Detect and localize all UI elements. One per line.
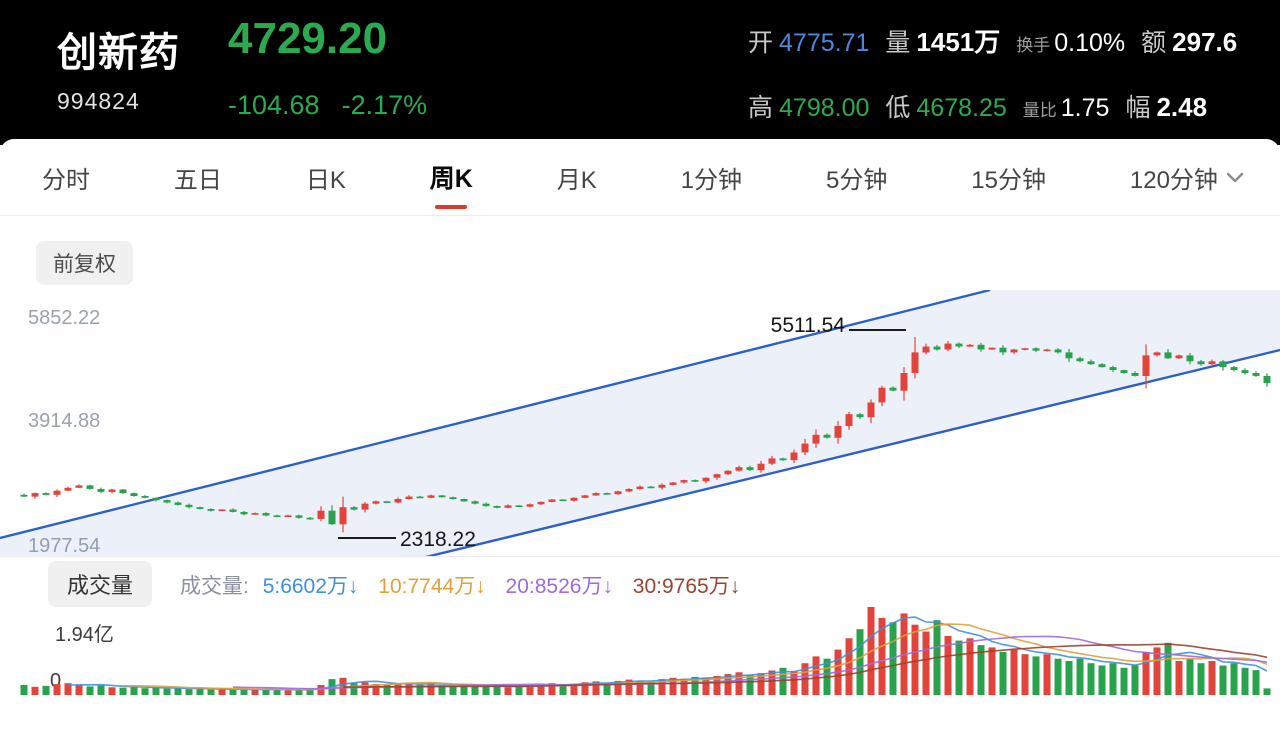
amplitude-value: 2.48 xyxy=(1156,92,1208,122)
open-label: 开 xyxy=(748,29,774,57)
price-change: -104.68 xyxy=(228,90,320,120)
amount-label: 额 xyxy=(1141,29,1167,57)
price-axis-label-bottom: 1977.54 xyxy=(28,535,100,558)
volume-chart[interactable] xyxy=(0,597,1280,697)
chevron-down-icon[interactable] xyxy=(1226,172,1244,183)
price-change-row: -104.68 -2.17% xyxy=(228,90,449,121)
volume-ratio-label: 量比 xyxy=(1022,101,1057,120)
volume-value: 1451万 xyxy=(916,27,1001,57)
stock-code: 994824 xyxy=(57,88,140,114)
high-label: 高 xyxy=(748,94,774,122)
tab-weekly-k[interactable]: 周K xyxy=(430,139,473,216)
volume-legend-prefix: 成交量: xyxy=(180,575,249,598)
low-price-annotation: 2318.22 xyxy=(400,528,476,551)
price-axis-label-mid: 3914.88 xyxy=(28,410,101,432)
tab-120min[interactable]: 120分钟 xyxy=(1129,166,1218,194)
tab-15min[interactable]: 15分钟 xyxy=(971,166,1046,194)
tab-five-day[interactable]: 五日 xyxy=(173,166,222,194)
high-annotation-line xyxy=(849,329,906,331)
volume-indicator-badge[interactable]: 成交量 xyxy=(48,561,153,607)
price-change-pct: -2.17% xyxy=(341,90,428,120)
tab-monthly-k[interactable]: 月K xyxy=(556,166,597,194)
high-price-annotation: 5511.54 xyxy=(770,314,845,337)
low-value: 4678.25 xyxy=(916,94,1007,122)
volume-ma5-value: 5:6602万↓ xyxy=(262,575,359,598)
volume-axis-label-top: 1.94亿 xyxy=(55,624,114,646)
tab-daily-k[interactable]: 日K xyxy=(305,166,346,194)
low-annotation-line xyxy=(338,537,396,539)
turnover-value: 0.10% xyxy=(1054,29,1126,57)
low-label: 低 xyxy=(885,94,911,122)
price-chart[interactable] xyxy=(0,290,1280,557)
stock-name: 创新药 xyxy=(57,31,180,75)
chart-panel: 分时 五日 日K 周K 月K 1分钟 5分钟 15分钟 120分钟 前复权 58… xyxy=(0,139,1280,731)
tab-1min[interactable]: 1分钟 xyxy=(680,166,743,194)
volume-label: 量 xyxy=(885,29,911,57)
price-axis-label-top: 5852.22 xyxy=(28,307,101,329)
quote-stats: 开 4775.71 量 1451万 换手 0.10% 额 297.6 高 479… xyxy=(748,0,1280,145)
amplitude-label: 幅 xyxy=(1125,94,1151,122)
volume-ma-legend: 成交量: 5:6602万↓ 10:7744万↓ 20:8526万↓ 30:976… xyxy=(180,570,754,600)
turnover-label: 换手 xyxy=(1016,36,1051,55)
section-divider xyxy=(0,556,1280,557)
period-tabs: 分时 五日 日K 周K 月K 1分钟 5分钟 15分钟 120分钟 xyxy=(0,139,1280,216)
volume-ma10-value: 10:7744万↓ xyxy=(378,575,486,598)
high-value: 4798.00 xyxy=(779,94,870,122)
amount-value: 297.6 xyxy=(1172,27,1238,57)
volume-ma30-value: 30:9765万↓ xyxy=(632,575,741,598)
tab-minute-line[interactable]: 分时 xyxy=(42,166,90,194)
tab-5min[interactable]: 5分钟 xyxy=(825,166,888,194)
active-tab-underline xyxy=(435,204,468,209)
current-price: 4729.20 xyxy=(228,14,388,63)
quote-header: 创新药 994824 4729.20 -104.68 -2.17% 开 4775.… xyxy=(0,0,1280,145)
volume-ratio-value: 1.75 xyxy=(1060,94,1110,122)
volume-axis-label-zero: 0 xyxy=(50,670,62,692)
volume-ma20-value: 20:8526万↓ xyxy=(505,575,613,598)
open-value: 4775.71 xyxy=(779,29,870,57)
adjust-mode-badge[interactable]: 前复权 xyxy=(36,241,133,285)
